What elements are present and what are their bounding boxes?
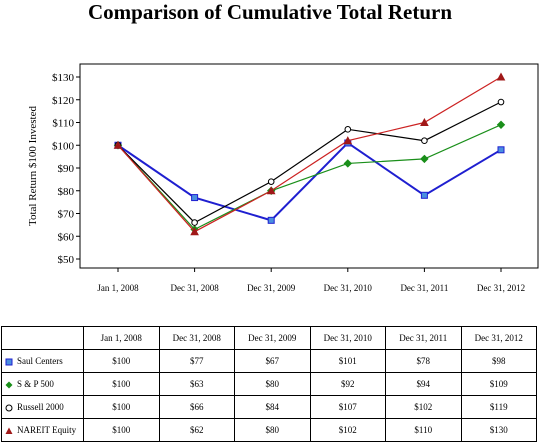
chart-title: Comparison of Cumulative Total Return [87,0,453,24]
series-line [117,124,502,231]
table-cell: $102 [309,418,386,442]
table-row: NAREIT Equity $100 $62 $80 $102 $110 $130 [1,418,537,442]
series-line [117,76,502,233]
table-header-cell: Jan 1, 2008 [83,326,160,350]
y-tick-label: $80 [58,186,75,198]
table-cell: $102 [385,395,462,419]
y-tick-label: $50 [58,254,75,266]
table-header-row: Jan 1, 2008 Dec 31, 2008 Dec 31, 2009 De… [1,326,537,350]
table-cell: $66 [158,395,235,419]
table-cell: $84 [234,395,311,419]
table-row-label: Russell 2000 [1,395,84,419]
plot-frame [79,63,539,269]
table-header-cell: Dec 31, 2009 [234,326,311,350]
y-tick-label: $120 [52,95,75,107]
table-row-label: Saul Centers [1,349,84,373]
table-row: Russell 2000 $100 $66 $84 $107 $102 $119 [1,395,537,419]
table-header-cell: Dec 31, 2010 [309,326,386,350]
table-cell: $94 [385,372,462,396]
y-tick-label: $100 [52,140,75,152]
row-label-text: Saul Centers [17,356,63,366]
data-point [420,117,429,126]
data-point [343,159,353,168]
table-cell: $100 [83,372,160,396]
data-table: Jan 1, 2008 Dec 31, 2008 Dec 31, 2009 De… [1,326,537,442]
series-line [117,141,502,222]
table-cell: $63 [158,372,235,396]
data-point [420,191,428,199]
row-label-text: NAREIT Equity [17,425,77,435]
data-point [267,216,275,224]
table-header-cell: Dec 31, 2012 [460,326,537,350]
data-point [343,136,353,145]
table-cell: $80 [234,372,311,396]
table-cell: $80 [234,418,311,442]
x-tick-label: Dec 31, 2010 [324,283,373,293]
data-point [496,72,506,81]
table-cell: $101 [309,349,386,373]
data-point [497,146,505,154]
table-cell: $107 [309,395,386,419]
x-tick-label: Dec 31, 2012 [477,283,525,293]
y-tick-label: $60 [58,231,75,243]
data-point [267,178,275,185]
row-label-text: S & P 500 [17,379,54,389]
table-header-cell: Dec 31, 2008 [158,326,235,350]
data-point [266,186,276,195]
x-tick-label: Dec 31, 2008 [170,283,219,293]
x-tick-label: Dec 31, 2009 [247,283,296,293]
table-cell: $109 [460,372,537,396]
table-cell: $67 [234,349,311,373]
table-cell: $78 [385,349,462,373]
x-tick-label: Jan 1, 2008 [97,283,139,293]
y-axis-label: Total Return $100 Invested [27,106,39,226]
table-row-label: NAREIT Equity [1,418,84,442]
table-row-label: S & P 500 [1,372,84,396]
x-tick-label: Dec 31, 2011 [400,283,448,293]
series-line [117,101,502,224]
y-tick-label: $110 [52,118,74,130]
data-point [191,219,198,226]
y-tick-label: $70 [58,209,75,221]
table-cell: $98 [460,349,537,373]
data-point [497,98,505,106]
line-chart: $50 $60 $70 $80 $90 $100 $110 $120 $130 Jan 1, 20… [27,63,539,293]
data-point [420,154,429,164]
table-row: Saul Centers $100 $77 $67 $101 $78 $98 [1,349,537,373]
table-cell: $100 [83,395,160,419]
row-label-text: Russell 2000 [17,402,64,412]
y-tick-label: $90 [58,163,75,175]
table-cell: $110 [385,418,462,442]
table-row: S & P 500 $100 $63 $80 $92 $94 $109 [1,372,537,396]
data-point [496,120,506,129]
data-point [421,137,428,144]
table-cell: $92 [309,372,386,396]
table-cell: $130 [460,418,537,442]
table-cell: $77 [158,349,235,373]
table-cell: $100 [83,418,160,442]
table-cell: $119 [460,395,537,419]
data-point [113,140,123,149]
table-header-cell: Dec 31, 2011 [385,326,462,350]
data-point [190,227,199,236]
table-cell: $62 [158,418,235,442]
y-tick-label: $130 [52,72,75,84]
data-point [344,126,352,133]
table-cell: $100 [83,349,160,373]
table-header-cell [1,326,84,350]
data-point [191,194,199,202]
